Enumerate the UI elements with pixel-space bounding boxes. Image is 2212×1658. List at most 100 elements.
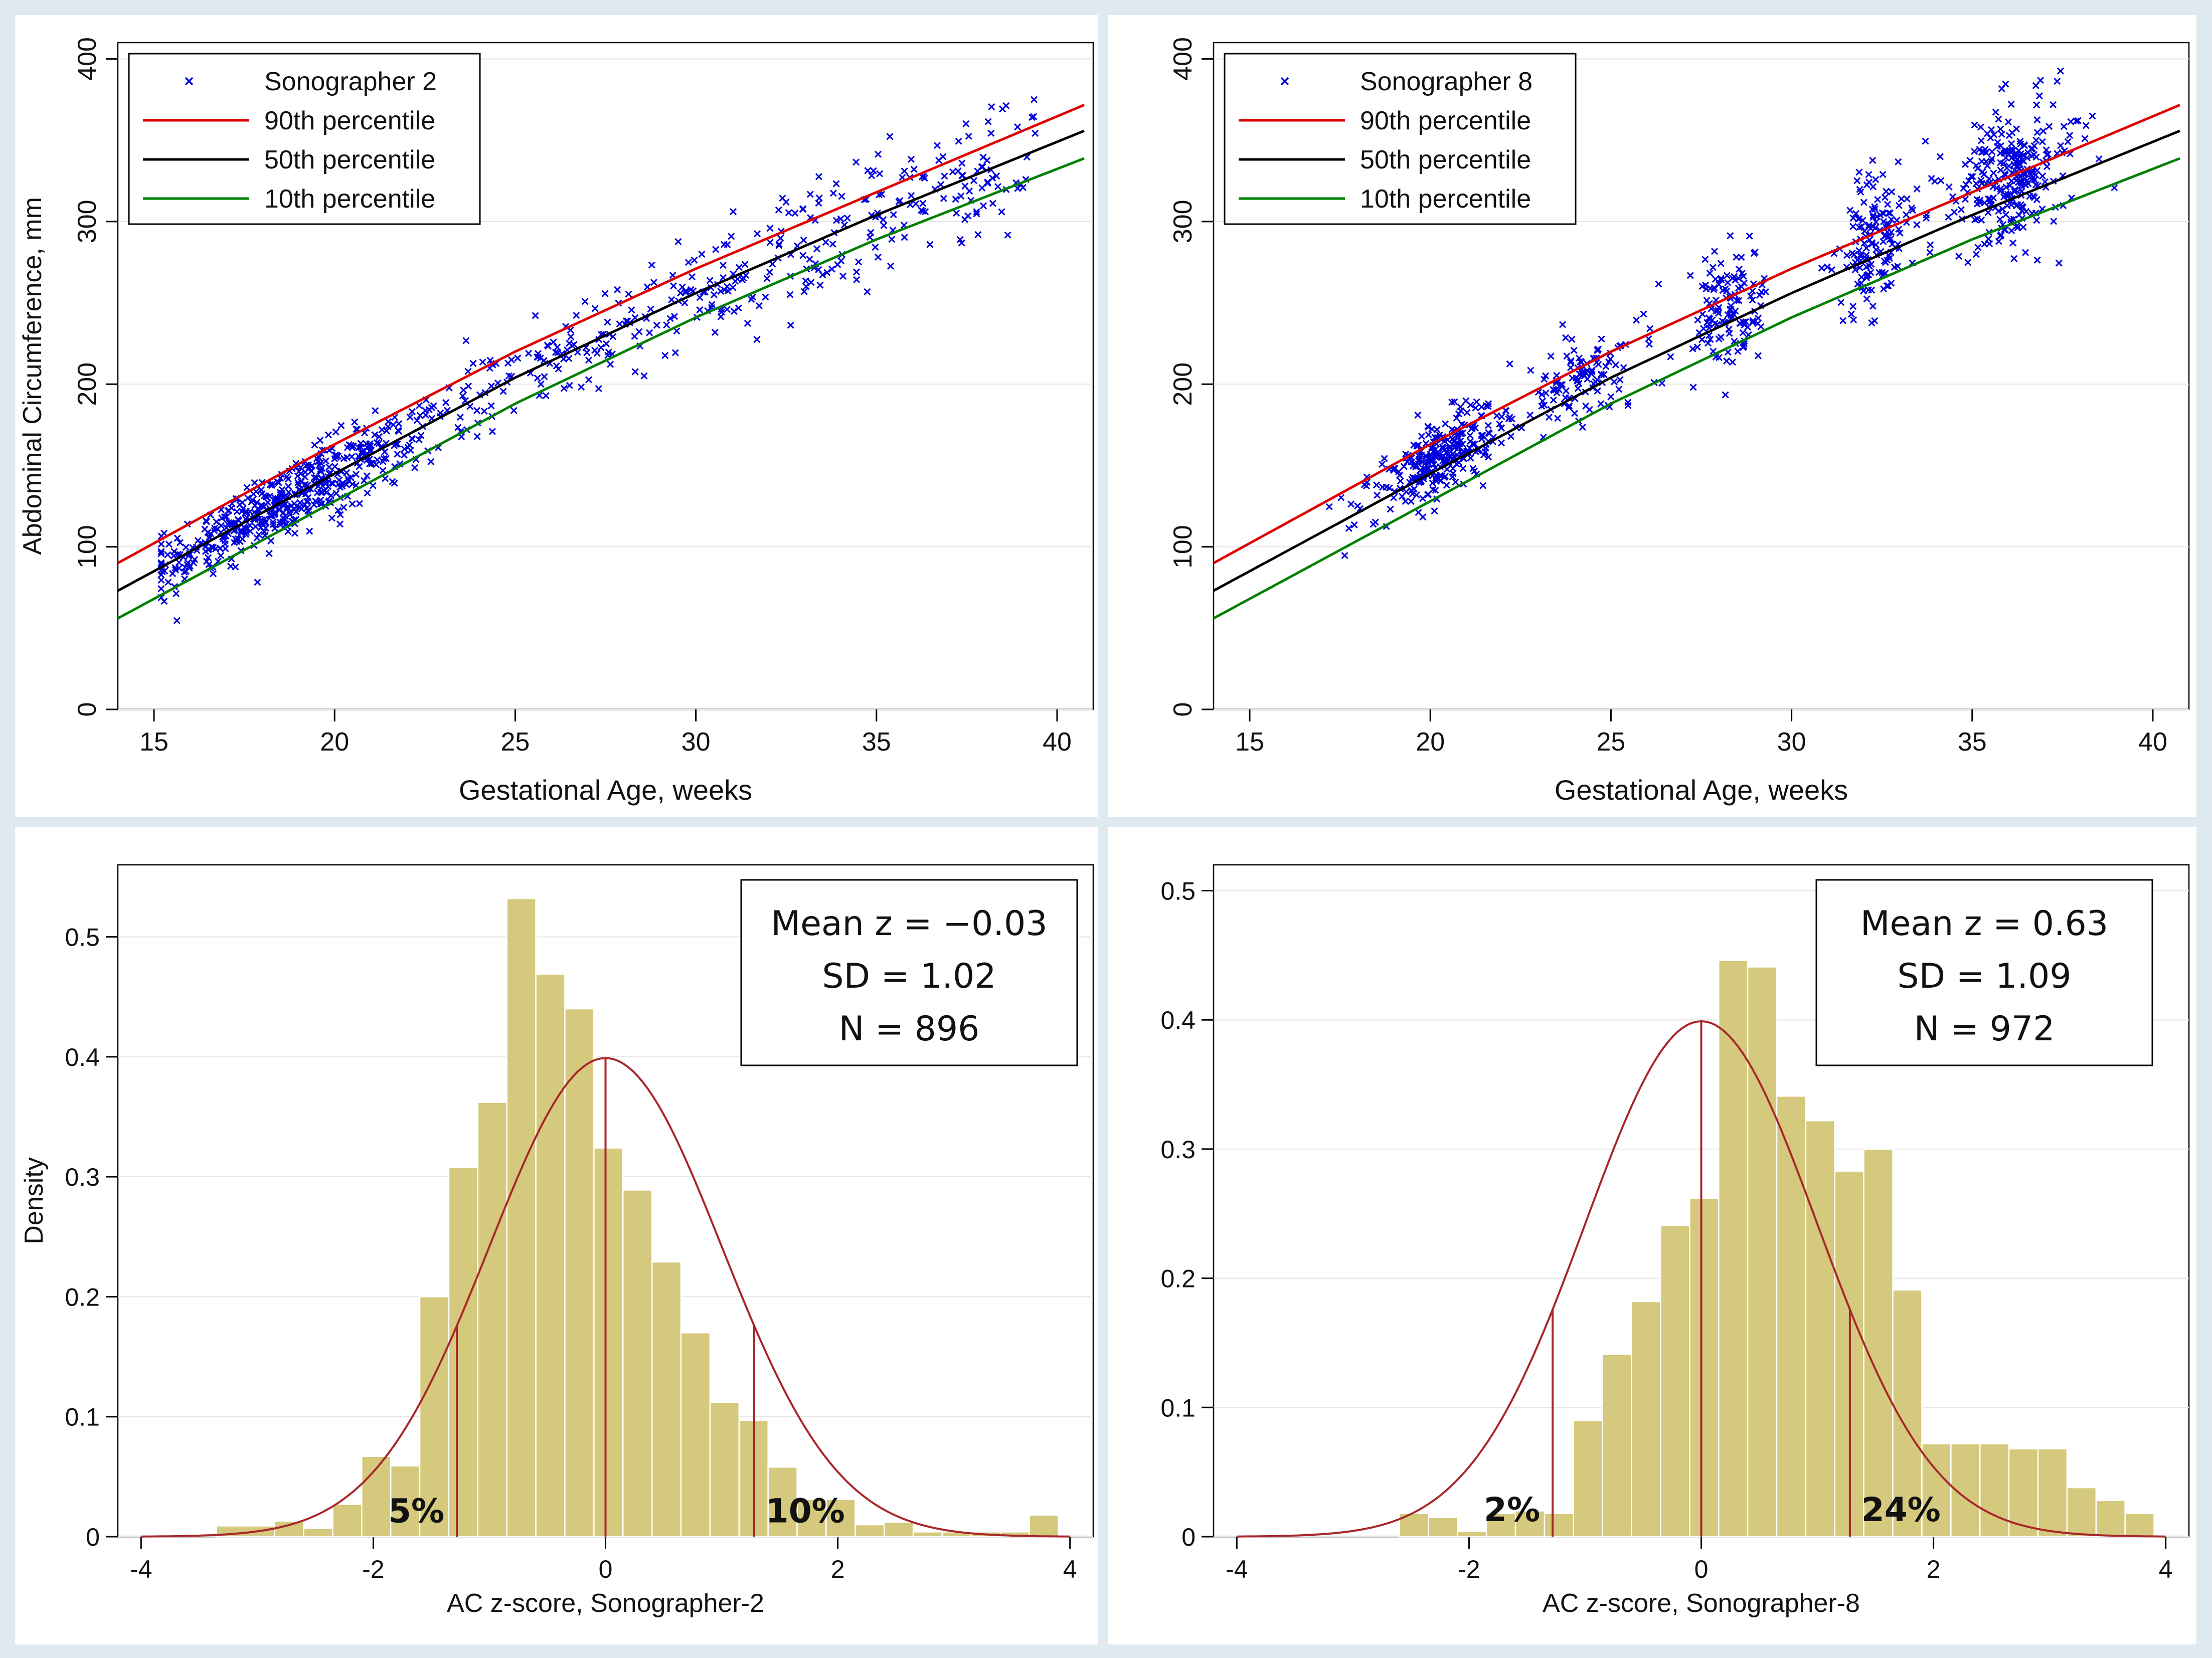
scatter-point xyxy=(1837,299,1845,306)
scatter-point xyxy=(799,205,807,213)
x-axis-label: AC z-score, Sonographer-2 xyxy=(447,1589,764,1618)
scatter-point xyxy=(1984,235,1992,243)
scatter-point xyxy=(837,215,844,223)
stats-sd: SD = 1.02 xyxy=(822,957,996,996)
scatter-point xyxy=(1756,291,1764,299)
scatter-point xyxy=(1541,402,1548,409)
scatter-point xyxy=(918,207,925,214)
scatter-point xyxy=(1496,420,1503,428)
scatter-point xyxy=(581,297,589,305)
scatter-point xyxy=(1612,361,1620,369)
scatter-point xyxy=(1440,444,1448,452)
scatter-point xyxy=(1903,195,1911,203)
scatter-point xyxy=(532,312,539,319)
legend-label: 10th percentile xyxy=(264,185,435,214)
stats-box xyxy=(740,879,1078,1066)
scatter-point xyxy=(1550,396,1557,404)
scatter-point xyxy=(1701,256,1709,263)
scatter-point xyxy=(766,239,774,246)
scatter-point xyxy=(464,367,472,375)
scatter-point xyxy=(1853,177,1861,185)
scatter-point xyxy=(1749,317,1757,324)
scatter-point xyxy=(389,478,396,485)
scatter-point xyxy=(566,382,573,389)
scatter-point xyxy=(786,291,794,298)
scatter-point xyxy=(1381,455,1388,462)
scatter-point xyxy=(1579,424,1586,431)
scatter-point xyxy=(304,465,312,473)
scatter-point xyxy=(712,246,720,253)
histogram-bar xyxy=(855,1524,885,1538)
scatter-point xyxy=(264,499,271,506)
scatter-point xyxy=(595,385,602,393)
scatter-point xyxy=(1567,364,1575,372)
scatter-point xyxy=(698,250,706,258)
scatter-point xyxy=(591,305,599,312)
scatter-point xyxy=(1879,209,1886,217)
scatter-point xyxy=(1640,310,1647,318)
scatter-point xyxy=(2089,112,2096,120)
scatter-point xyxy=(2007,100,2015,108)
scatter-point xyxy=(666,315,674,322)
scatter-point xyxy=(1562,334,1570,341)
scatter-point xyxy=(941,172,948,180)
histogram-bar xyxy=(1660,1224,1690,1538)
scatter-point xyxy=(173,617,181,624)
scatter-point xyxy=(1031,96,1038,103)
scatter-point xyxy=(1977,123,1985,131)
scatter-point xyxy=(1448,398,1456,406)
scatter-point xyxy=(1562,387,1570,395)
scatter-point xyxy=(295,468,303,475)
scatter-point xyxy=(291,529,299,537)
scatter-point xyxy=(978,184,986,192)
scatter-point xyxy=(1846,207,1854,214)
scatter-point xyxy=(317,466,324,473)
legend-label: 50th percentile xyxy=(1360,145,1531,174)
scatter-point xyxy=(1869,223,1877,231)
scatter-point xyxy=(1507,433,1514,440)
scatter-point xyxy=(908,192,915,200)
scatter-point xyxy=(1722,285,1729,293)
scatter-point xyxy=(1857,223,1865,230)
scatter-point xyxy=(1689,345,1696,352)
scatter-point xyxy=(1976,145,1983,153)
scatter-point xyxy=(874,150,882,158)
scatter-point xyxy=(165,540,173,548)
scatter-point xyxy=(359,450,366,458)
scatter-point xyxy=(647,305,654,313)
scatter-point xyxy=(730,307,738,315)
histogram-bar xyxy=(535,973,566,1538)
scatter-point xyxy=(1502,407,1510,415)
scatter-point xyxy=(2001,148,2009,155)
scatter-point xyxy=(887,262,895,270)
scatter-point xyxy=(952,209,960,217)
scatter-point xyxy=(1998,130,2005,138)
scatter-point xyxy=(534,375,541,382)
scatter-point xyxy=(628,306,635,314)
scatter-point xyxy=(1624,402,1632,409)
scatter-points xyxy=(1325,67,2118,560)
scatter-point xyxy=(648,261,655,269)
scatter-point xyxy=(1607,393,1615,401)
stats-mean: Mean z = 0.63 xyxy=(1860,904,2108,944)
scatter-point xyxy=(1879,170,1887,178)
scatter-point xyxy=(1588,368,1596,376)
scatter-point xyxy=(253,534,261,542)
scatter-point xyxy=(1740,272,1747,280)
scatter-point xyxy=(1571,410,1578,417)
histogram-bar xyxy=(796,1499,827,1538)
scatter-point xyxy=(1484,403,1492,410)
scatter-point xyxy=(252,523,259,530)
scatter-point xyxy=(328,514,335,522)
scatter-point xyxy=(1715,335,1723,342)
scatter-point xyxy=(1997,166,2004,174)
scatter-point xyxy=(1711,284,1718,291)
scatter-point xyxy=(1698,336,1706,343)
scatter-point xyxy=(1999,205,2006,213)
scatter-point xyxy=(1843,252,1850,259)
scatter-point xyxy=(1997,125,2004,133)
scatter-point xyxy=(221,540,229,547)
scatter-point xyxy=(1744,323,1752,331)
scatter-point xyxy=(1347,500,1355,508)
scatter-point xyxy=(565,339,573,347)
